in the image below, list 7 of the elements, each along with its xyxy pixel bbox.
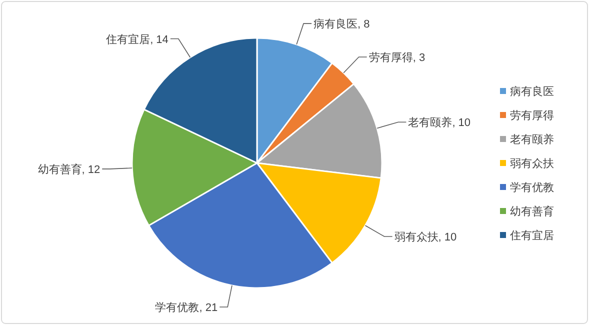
legend-label: 幼有善育 bbox=[510, 205, 554, 218]
legend-label: 弱有众扶 bbox=[510, 157, 554, 170]
legend-label: 劳有厚得 bbox=[510, 109, 554, 122]
legend-label: 学有优教 bbox=[510, 182, 554, 194]
legend-label: 病有良医 bbox=[510, 85, 554, 98]
legend-label: 老有颐养 bbox=[510, 133, 554, 146]
legend-label: 住有宜居 bbox=[510, 229, 554, 242]
